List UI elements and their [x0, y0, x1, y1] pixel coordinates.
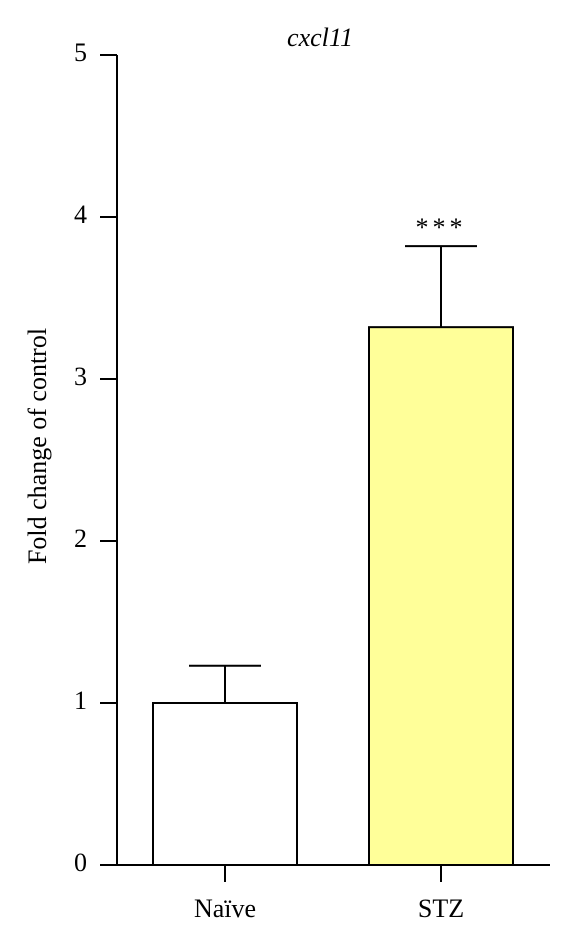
x-tick-label: STZ	[418, 894, 464, 923]
y-tick-label: 1	[74, 686, 87, 715]
y-axis-label: Fold change of control	[23, 328, 52, 564]
y-tick-label: 4	[74, 200, 87, 229]
bar	[368, 326, 514, 867]
bar	[152, 702, 298, 866]
y-tick-label: 5	[74, 38, 87, 67]
x-tick-label: Naïve	[194, 894, 256, 923]
chart-title: cxcl11	[287, 23, 353, 52]
y-tick-label: 3	[74, 362, 87, 391]
y-tick-label: 0	[74, 848, 87, 877]
y-tick-label: 2	[74, 524, 87, 553]
significance-label: ***	[416, 213, 467, 242]
